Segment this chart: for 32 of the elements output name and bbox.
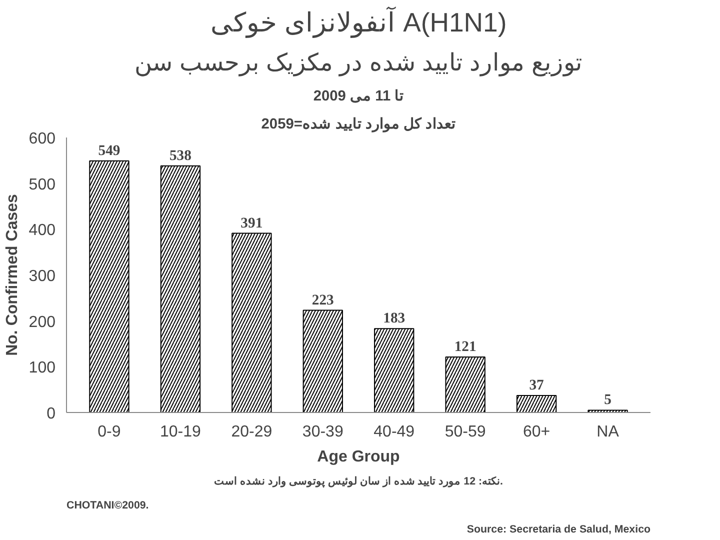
data-label: 121 <box>454 339 476 356</box>
y-tick-label: 400 <box>28 222 56 240</box>
y-tick-label: 100 <box>28 360 56 377</box>
x-tick-label: 50-59 <box>444 424 486 440</box>
data-label: 5 <box>604 392 612 408</box>
x-tick-label: NA <box>596 424 620 440</box>
chart-title: آنفولانزای خوکی A(H1N1) <box>210 6 507 38</box>
text: CHOTANI©2009. <box>66 500 149 512</box>
y-tick-label: 500 <box>28 176 56 194</box>
text: نکته: 12 مورد تایید شده از سان لوئیس پوتوسی وارد نشده است. <box>214 476 504 488</box>
data-label: 538 <box>169 148 192 164</box>
data-label: 37 <box>529 378 544 394</box>
x-tick-label: 40-49 <box>374 424 415 440</box>
data-label: 549 <box>98 142 120 159</box>
x-tick-label: 10-19 <box>160 424 202 440</box>
x-tick-label: 60+ <box>522 424 550 440</box>
y-axis-title: No. Confirmed Cases <box>4 194 21 356</box>
y-tick-label: 0 <box>46 406 56 422</box>
x-tick-label: 0-9 <box>98 424 121 440</box>
x-tick-label: 30-39 <box>302 424 344 440</box>
x-axis-title: Age Group <box>317 448 400 466</box>
text: تعداد کل موارد تایید شده=2059 <box>261 116 456 132</box>
data-label: 391 <box>240 215 263 232</box>
y-tick-label: 200 <box>28 314 56 331</box>
data-label: 183 <box>383 310 406 327</box>
x-tick-label: 20-29 <box>231 424 272 440</box>
chart-subtitle: توزیع موارد تایید شده در مکزیک برحسب سن <box>134 50 582 76</box>
y-tick-label: 300 <box>28 268 56 285</box>
text: تا 11 می 2009 <box>313 88 404 104</box>
y-tick-label: 600 <box>28 130 56 148</box>
data-label: 223 <box>312 292 334 308</box>
source-note: Source: Secretaria de Salud, Mexico <box>466 524 651 536</box>
